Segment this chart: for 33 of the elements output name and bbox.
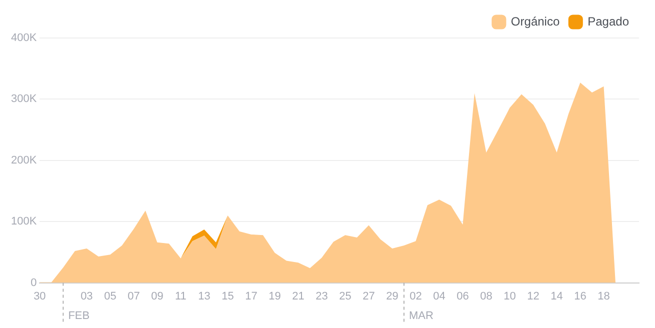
x-tick-label: 17 (245, 290, 258, 302)
y-tick-label: 0 (30, 276, 37, 289)
x-tick-label: 06 (456, 290, 469, 302)
x-tick-label: 11 (174, 290, 186, 302)
x-tick-label: 02 (410, 290, 422, 302)
x-tick-label: 30 (34, 290, 46, 302)
x-tick-label: 15 (222, 290, 234, 302)
x-tick-label: 18 (598, 290, 610, 302)
y-tick-label: 100K (10, 216, 38, 228)
x-tick-label: 05 (104, 290, 116, 302)
x-tick-label: 16 (574, 290, 586, 302)
x-tick-label: 21 (292, 290, 304, 302)
x-tick-label: 14 (550, 290, 563, 302)
x-tick-label: 10 (504, 290, 516, 302)
x-tick-label: 04 (433, 290, 446, 302)
x-tick-label: 19 (268, 290, 281, 302)
legend-label: Pagado (588, 14, 630, 28)
y-tick-label: 200K (10, 154, 38, 166)
y-tick-label: 400K (10, 32, 38, 44)
legend-label: Orgánico (510, 14, 560, 28)
x-tick-label: 12 (527, 290, 540, 302)
x-tick-label: 07 (128, 290, 140, 302)
x-tick-label: 09 (151, 290, 164, 302)
x-tick-label: 13 (198, 290, 210, 302)
x-tick-label: 08 (480, 290, 492, 302)
x-tick-label: 29 (386, 290, 398, 302)
x-tick-label: 23 (316, 290, 328, 302)
y-tick-label: 300K (10, 93, 38, 106)
ref-line-label: MAR (408, 310, 434, 322)
x-tick-label: 25 (339, 290, 352, 302)
ref-line-label: FEB (68, 310, 90, 322)
x-tick-label: 27 (362, 290, 375, 302)
x-tick-label: 03 (80, 290, 93, 302)
